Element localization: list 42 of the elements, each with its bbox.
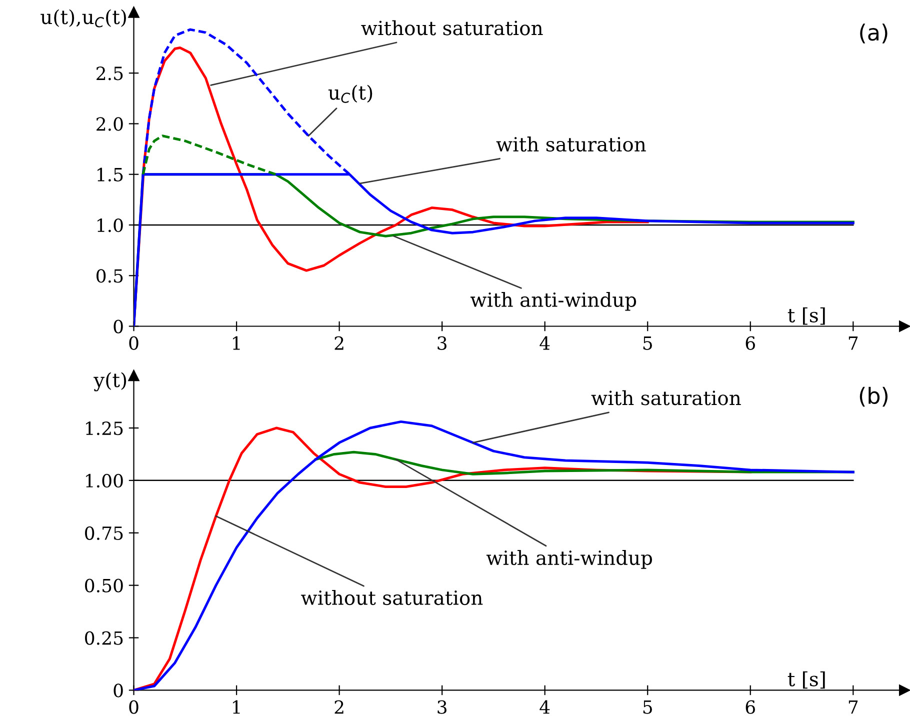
x-tick-label: 1 bbox=[233, 336, 240, 350]
annotation: with anti-windup bbox=[486, 550, 652, 569]
y-tick-label: 0 bbox=[114, 320, 123, 334]
annotation: u$_{C}$(t) bbox=[328, 84, 372, 103]
x-tick-label: 5 bbox=[643, 700, 652, 714]
y-tick-label: 0.5 bbox=[96, 269, 123, 283]
annotation: with anti-windup bbox=[470, 292, 636, 311]
x-tick-label: 4 bbox=[540, 700, 550, 714]
x-axis-title: t [s] bbox=[788, 307, 825, 325]
annotation: with saturation bbox=[496, 136, 646, 152]
x-axis-title: t [s] bbox=[788, 671, 825, 689]
annotation: (a) bbox=[860, 24, 888, 44]
y-tick-label: 2.0 bbox=[96, 117, 123, 131]
y-tick-label: 0.75 bbox=[85, 526, 123, 540]
y-tick-label: 0.25 bbox=[85, 631, 123, 645]
x-tick-label: 6 bbox=[746, 336, 755, 350]
annotation: without saturation bbox=[361, 20, 543, 36]
annotation: (b) bbox=[860, 386, 888, 407]
y-tick-label: 1.25 bbox=[86, 421, 123, 436]
y-axis-title: y(t) bbox=[94, 372, 126, 392]
x-tick-label: 0 bbox=[129, 336, 138, 350]
y-tick-label: 0.50 bbox=[85, 578, 123, 592]
x-tick-label: 2 bbox=[334, 336, 344, 350]
y-tick-label: 1.00 bbox=[86, 474, 123, 488]
y-axis-title: u(t),u$_{C}$(t) bbox=[40, 9, 126, 28]
annotation: without saturation bbox=[301, 590, 483, 606]
x-tick-label: 3 bbox=[438, 336, 446, 350]
x-tick-label: 3 bbox=[438, 700, 446, 714]
y-tick-label: 1.5 bbox=[98, 168, 123, 182]
y-tick-label: 2.5 bbox=[96, 66, 123, 80]
x-tick-label: 7 bbox=[848, 700, 858, 714]
x-tick-label: 6 bbox=[746, 700, 755, 714]
x-tick-label: 0 bbox=[129, 700, 138, 714]
x-tick-label: 5 bbox=[643, 336, 652, 350]
x-tick-label: 1 bbox=[233, 700, 240, 714]
annotation: with saturation bbox=[591, 390, 741, 406]
x-tick-label: 4 bbox=[540, 336, 550, 350]
y-tick-label: 0 bbox=[114, 684, 123, 698]
x-tick-label: 2 bbox=[334, 700, 344, 714]
y-tick-label: 1.0 bbox=[98, 218, 123, 232]
line-series bbox=[134, 420, 854, 690]
x-tick-label: 7 bbox=[848, 336, 858, 350]
